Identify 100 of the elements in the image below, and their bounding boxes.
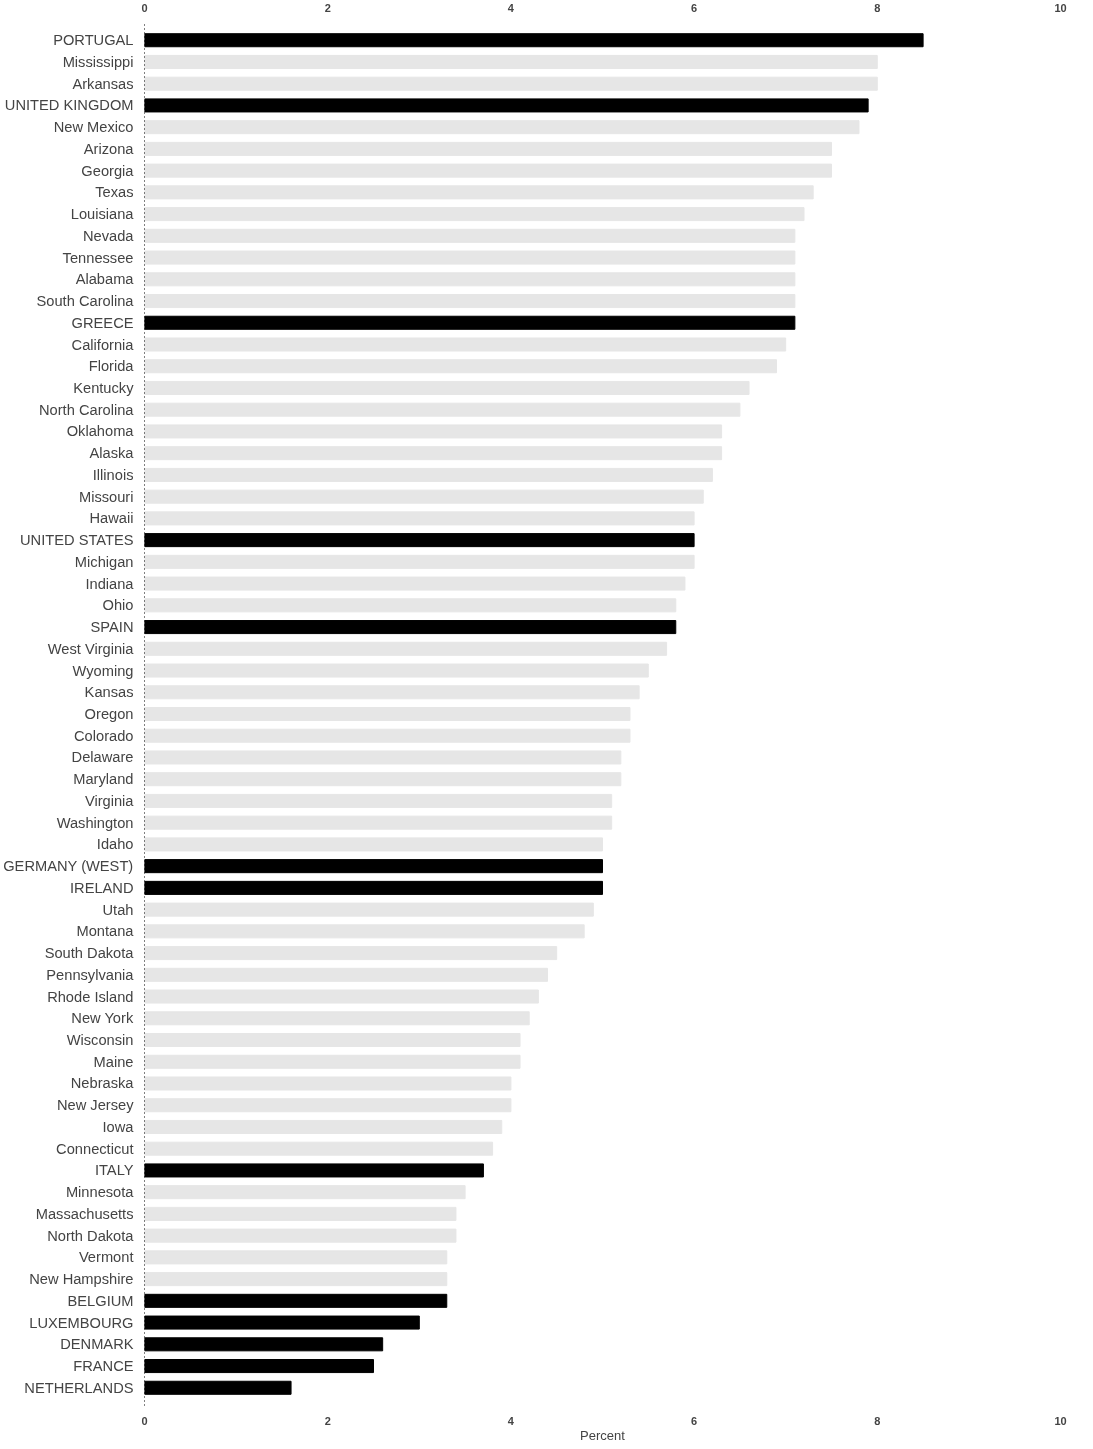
y-tick-label: Wyoming — [72, 662, 134, 679]
y-tick-label: Florida — [88, 358, 135, 375]
x2-tick-label: 2 — [324, 1414, 331, 1427]
y-tick-label: New Jersey — [56, 1097, 135, 1114]
y-tick-label: Texas — [95, 184, 134, 201]
y-tick-label: Nevada — [82, 227, 135, 244]
bar — [144, 1228, 457, 1243]
y-tick-label: Iowa — [102, 1118, 135, 1135]
y-tick-label: Utah — [102, 901, 134, 918]
bar — [144, 489, 704, 504]
bar — [144, 1250, 448, 1265]
y-tick-label: Hawaii — [89, 510, 134, 527]
bar — [144, 380, 750, 395]
y-tick-label: PORTUGAL — [53, 32, 134, 49]
y-tick-label: New Mexico — [53, 119, 134, 136]
bar — [144, 1272, 448, 1287]
bar — [144, 54, 878, 69]
x-tick-label: 8 — [874, 1, 881, 14]
y-tick-label: West Virginia — [47, 640, 135, 657]
bar — [144, 793, 613, 808]
bar — [144, 685, 640, 700]
y-tick-label: Minnesota — [65, 1184, 135, 1201]
y-tick-label: Ohio — [102, 597, 134, 614]
y-tick-label: BELGIUM — [67, 1292, 134, 1309]
y-tick-label: Nebraska — [70, 1075, 135, 1092]
y-tick-label: Alabama — [75, 271, 135, 288]
bar — [144, 706, 631, 722]
bar — [144, 185, 814, 200]
x-axis-title: Percent — [580, 1427, 626, 1443]
y-tick-label: Pennsylvania — [46, 966, 135, 983]
bar — [144, 554, 695, 569]
bar — [144, 750, 622, 765]
bar — [144, 1011, 530, 1026]
y-tick-label: Arizona — [83, 140, 135, 157]
y-tick-label: South Dakota — [44, 945, 135, 962]
y-tick-label: Louisiana — [70, 206, 135, 223]
bar — [144, 663, 649, 678]
bar — [144, 359, 778, 374]
y-tick-label: Michigan — [74, 553, 134, 570]
y-tick-label: Colorado — [74, 727, 134, 744]
y-tick-label: Maryland — [73, 771, 134, 788]
y-tick-label: Alaska — [89, 445, 135, 462]
bar — [144, 1185, 466, 1200]
y-tick-label: Oklahoma — [66, 423, 135, 440]
y-tick-label: UNITED STATES — [20, 532, 134, 549]
y-tick-label: IRELAND — [69, 879, 134, 896]
y-tick-label: California — [71, 336, 135, 353]
x2-tick-label: 0 — [141, 1414, 148, 1427]
bar — [144, 402, 741, 417]
y-tick-label: Rhode Island — [47, 988, 134, 1005]
x-tick-label: 6 — [691, 1, 698, 14]
bar — [144, 1033, 521, 1048]
x2-tick-label: 10 — [1054, 1414, 1067, 1427]
y-tick-label: DENMARK — [60, 1336, 134, 1353]
bar — [144, 598, 677, 613]
bar — [144, 228, 796, 243]
bar — [144, 728, 631, 743]
bar — [144, 772, 622, 787]
bar — [144, 837, 603, 852]
x-tick-label: 10 — [1054, 1, 1067, 14]
y-tick-label: SPAIN — [90, 619, 134, 636]
y-tick-label: Maine — [93, 1053, 134, 1070]
bar — [144, 641, 668, 656]
y-tick-label: Kansas — [84, 684, 134, 701]
y-tick-label: Massachusetts — [35, 1205, 134, 1222]
y-tick-label: Georgia — [81, 162, 135, 179]
y-tick-label: South Carolina — [36, 293, 135, 310]
y-tick-label: New York — [71, 1010, 134, 1027]
y-tick-label: GREECE — [71, 314, 134, 331]
bar — [144, 294, 796, 309]
y-tick-label: Delaware — [71, 749, 134, 766]
y-tick-label: Illinois — [92, 466, 134, 483]
y-tick-label: LUXEMBOURG — [29, 1314, 134, 1331]
y-tick-label: Washington — [56, 814, 134, 831]
bar — [144, 76, 878, 91]
y-tick-label: GERMANY (WEST) — [3, 858, 134, 875]
bar — [144, 1141, 494, 1156]
y-tick-label: North Dakota — [47, 1227, 135, 1244]
bar — [144, 1119, 503, 1134]
x-tick-label: 2 — [324, 1, 331, 14]
y-tick-label: Montana — [76, 923, 135, 940]
bar — [144, 1076, 512, 1091]
bar — [144, 250, 796, 265]
bar — [144, 467, 713, 482]
x-tick-label: 0 — [141, 1, 148, 14]
bar — [144, 207, 805, 222]
y-tick-label: NETHERLANDS — [24, 1379, 134, 1396]
x-tick-label: 4 — [507, 1, 515, 14]
bar — [144, 989, 539, 1004]
y-tick-label: Virginia — [84, 792, 135, 809]
bar — [144, 576, 686, 591]
y-tick-label: Wisconsin — [66, 1032, 134, 1049]
bar — [144, 1098, 512, 1113]
y-tick-label: Arkansas — [72, 75, 134, 92]
bar — [144, 1206, 457, 1221]
bar — [144, 424, 723, 439]
y-tick-label: Indiana — [85, 575, 135, 592]
x2-tick-label: 8 — [874, 1414, 881, 1427]
y-tick-label: North Carolina — [39, 401, 135, 418]
y-tick-label: Oregon — [84, 706, 134, 722]
